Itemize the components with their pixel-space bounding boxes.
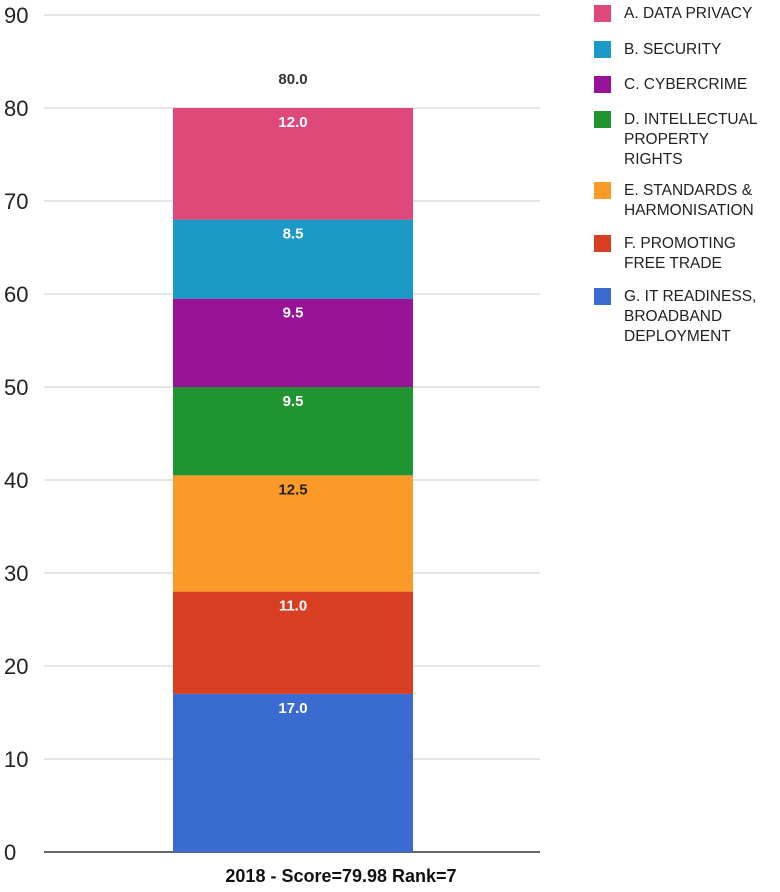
- legend-item: E. STANDARDS & HARMONISATION: [594, 181, 780, 234]
- legend-item: D. INTELLECTUAL PROPERTY RIGHTS: [594, 110, 780, 181]
- legend-label: B. SECURITY: [624, 41, 722, 58]
- legend-swatch: [594, 5, 611, 22]
- segment-value-label: 12.0: [278, 114, 307, 131]
- y-axis-ticks: 0 10 20 30 40 50 60 70 80 90: [4, 3, 28, 865]
- legend-swatch: [594, 76, 611, 93]
- y-tick-label: 80: [4, 96, 28, 121]
- legend-label: A. DATA PRIVACY: [624, 5, 753, 22]
- y-tick-label: 60: [4, 282, 28, 307]
- bar-segments: [173, 108, 413, 852]
- y-tick-label: 90: [4, 3, 28, 28]
- bar-segment: [173, 475, 413, 592]
- legend-swatch: [594, 111, 611, 128]
- bar-segment: [173, 219, 413, 299]
- legend-label: E. STANDARDS & HARMONISATION: [624, 182, 754, 219]
- bar-segment: [173, 108, 413, 220]
- segment-value-label: 9.5: [283, 393, 304, 410]
- legend-label: G. IT READINESS, BROADBAND DEPLOYMENT: [624, 288, 757, 345]
- segment-labels: 17.0 11.0 12.5 9.5 9.5 8.5 12.0: [278, 114, 307, 717]
- segment-value-label: 17.0: [278, 700, 307, 717]
- x-category-label: 2018 - Score=79.98 Rank=7: [225, 866, 456, 886]
- legend-item: B. SECURITY: [594, 40, 780, 75]
- segment-value-label: 9.5: [283, 305, 304, 322]
- legend-label: D. INTELLECTUAL PROPERTY RIGHTS: [624, 111, 758, 168]
- legend-swatch: [594, 41, 611, 58]
- y-tick-label: 20: [4, 654, 28, 679]
- total-label: 80.0: [278, 71, 307, 88]
- y-tick-label: 50: [4, 375, 28, 400]
- bar-segment: [173, 693, 413, 852]
- y-tick-label: 40: [4, 468, 28, 493]
- segment-value-label: 8.5: [283, 226, 304, 243]
- y-tick-label: 70: [4, 189, 28, 214]
- legend-item: C. CYBERCRIME: [594, 75, 780, 110]
- legend-item: F. PROMOTING FREE TRADE: [594, 234, 780, 287]
- segment-value-label: 11.0: [279, 598, 307, 615]
- legend-label: C. CYBERCRIME: [624, 76, 748, 93]
- segment-value-label: 12.5: [278, 481, 307, 498]
- y-tick-label: 0: [4, 840, 16, 865]
- y-tick-label: 10: [4, 747, 28, 772]
- legend-swatch: [594, 235, 611, 252]
- legend-label: F. PROMOTING FREE TRADE: [624, 235, 736, 272]
- y-tick-label: 30: [4, 561, 28, 586]
- legend-swatch: [594, 182, 611, 199]
- legend-item: G. IT READINESS, BROADBAND DEPLOYMENT: [594, 287, 780, 347]
- legend-swatch: [594, 288, 611, 305]
- legend-item: A. DATA PRIVACY: [594, 4, 780, 40]
- bar-segment: [173, 387, 413, 476]
- bar-segment: [173, 298, 413, 387]
- legend: A. DATA PRIVACY B. SECURITY C. CYBERCRIME D…: [594, 4, 780, 347]
- bar-segment: [173, 591, 413, 694]
